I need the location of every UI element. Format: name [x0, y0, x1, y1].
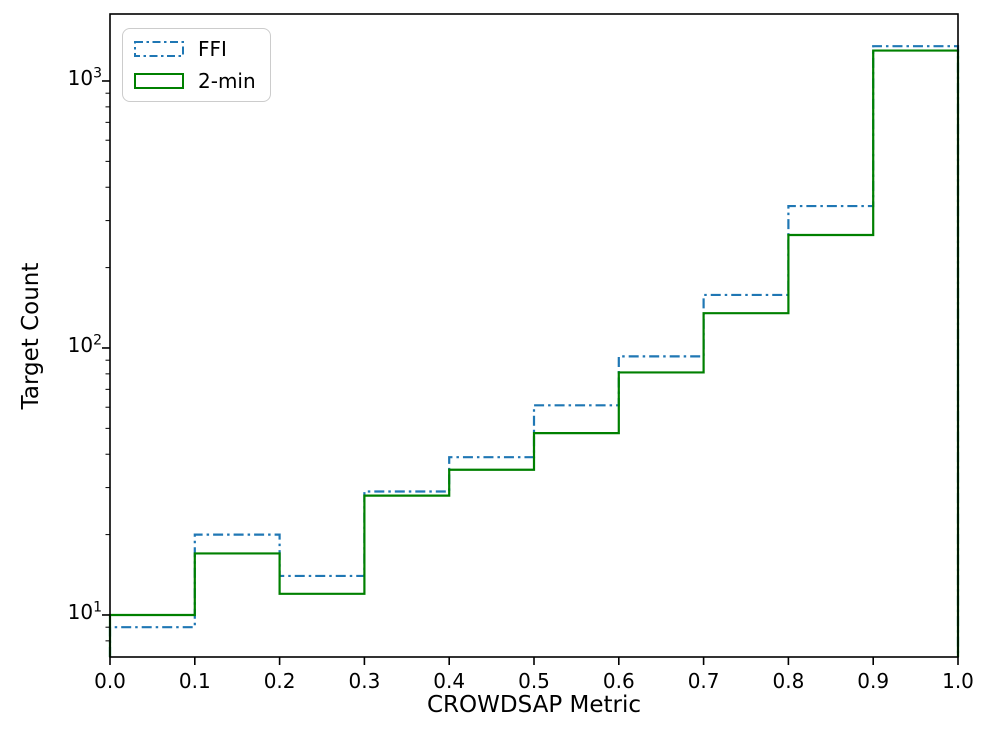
- x-tick-label: 1.0: [942, 669, 974, 693]
- x-tick-label: 0.7: [688, 669, 720, 693]
- x-tick-label: 0.4: [433, 669, 465, 693]
- legend: FFI 2-min: [122, 28, 271, 102]
- legend-label-2min: 2-min: [198, 69, 256, 93]
- y-axis-title: Target Count: [18, 262, 44, 410]
- x-axis-title: CROWDSAP Metric: [426, 692, 642, 718]
- x-tick-label: 0.3: [348, 669, 380, 693]
- legend-item-2min: 2-min: [133, 70, 256, 92]
- y-tick-label: 103: [67, 65, 102, 90]
- legend-label-ffi: FFI: [198, 37, 227, 61]
- 2min-line-sample-icon: [134, 73, 184, 89]
- x-tick-label: 0.5: [518, 669, 550, 693]
- x-tick-label: 0.0: [94, 669, 126, 693]
- y-tick-label: 101: [67, 599, 102, 624]
- 2-min-step-line: [108, 49, 960, 657]
- x-tick-label: 0.8: [772, 669, 804, 693]
- ffi-step-line: [108, 45, 960, 657]
- plot-border: [109, 13, 959, 658]
- y-tick-label: 102: [67, 332, 102, 357]
- ffi-line-sample-icon: [134, 41, 184, 57]
- x-tick-label: 0.1: [179, 669, 211, 693]
- x-tick-label: 0.9: [857, 669, 889, 693]
- x-tick-label: 0.6: [603, 669, 635, 693]
- legend-item-ffi: FFI: [133, 38, 256, 60]
- x-tick-label: 0.2: [264, 669, 296, 693]
